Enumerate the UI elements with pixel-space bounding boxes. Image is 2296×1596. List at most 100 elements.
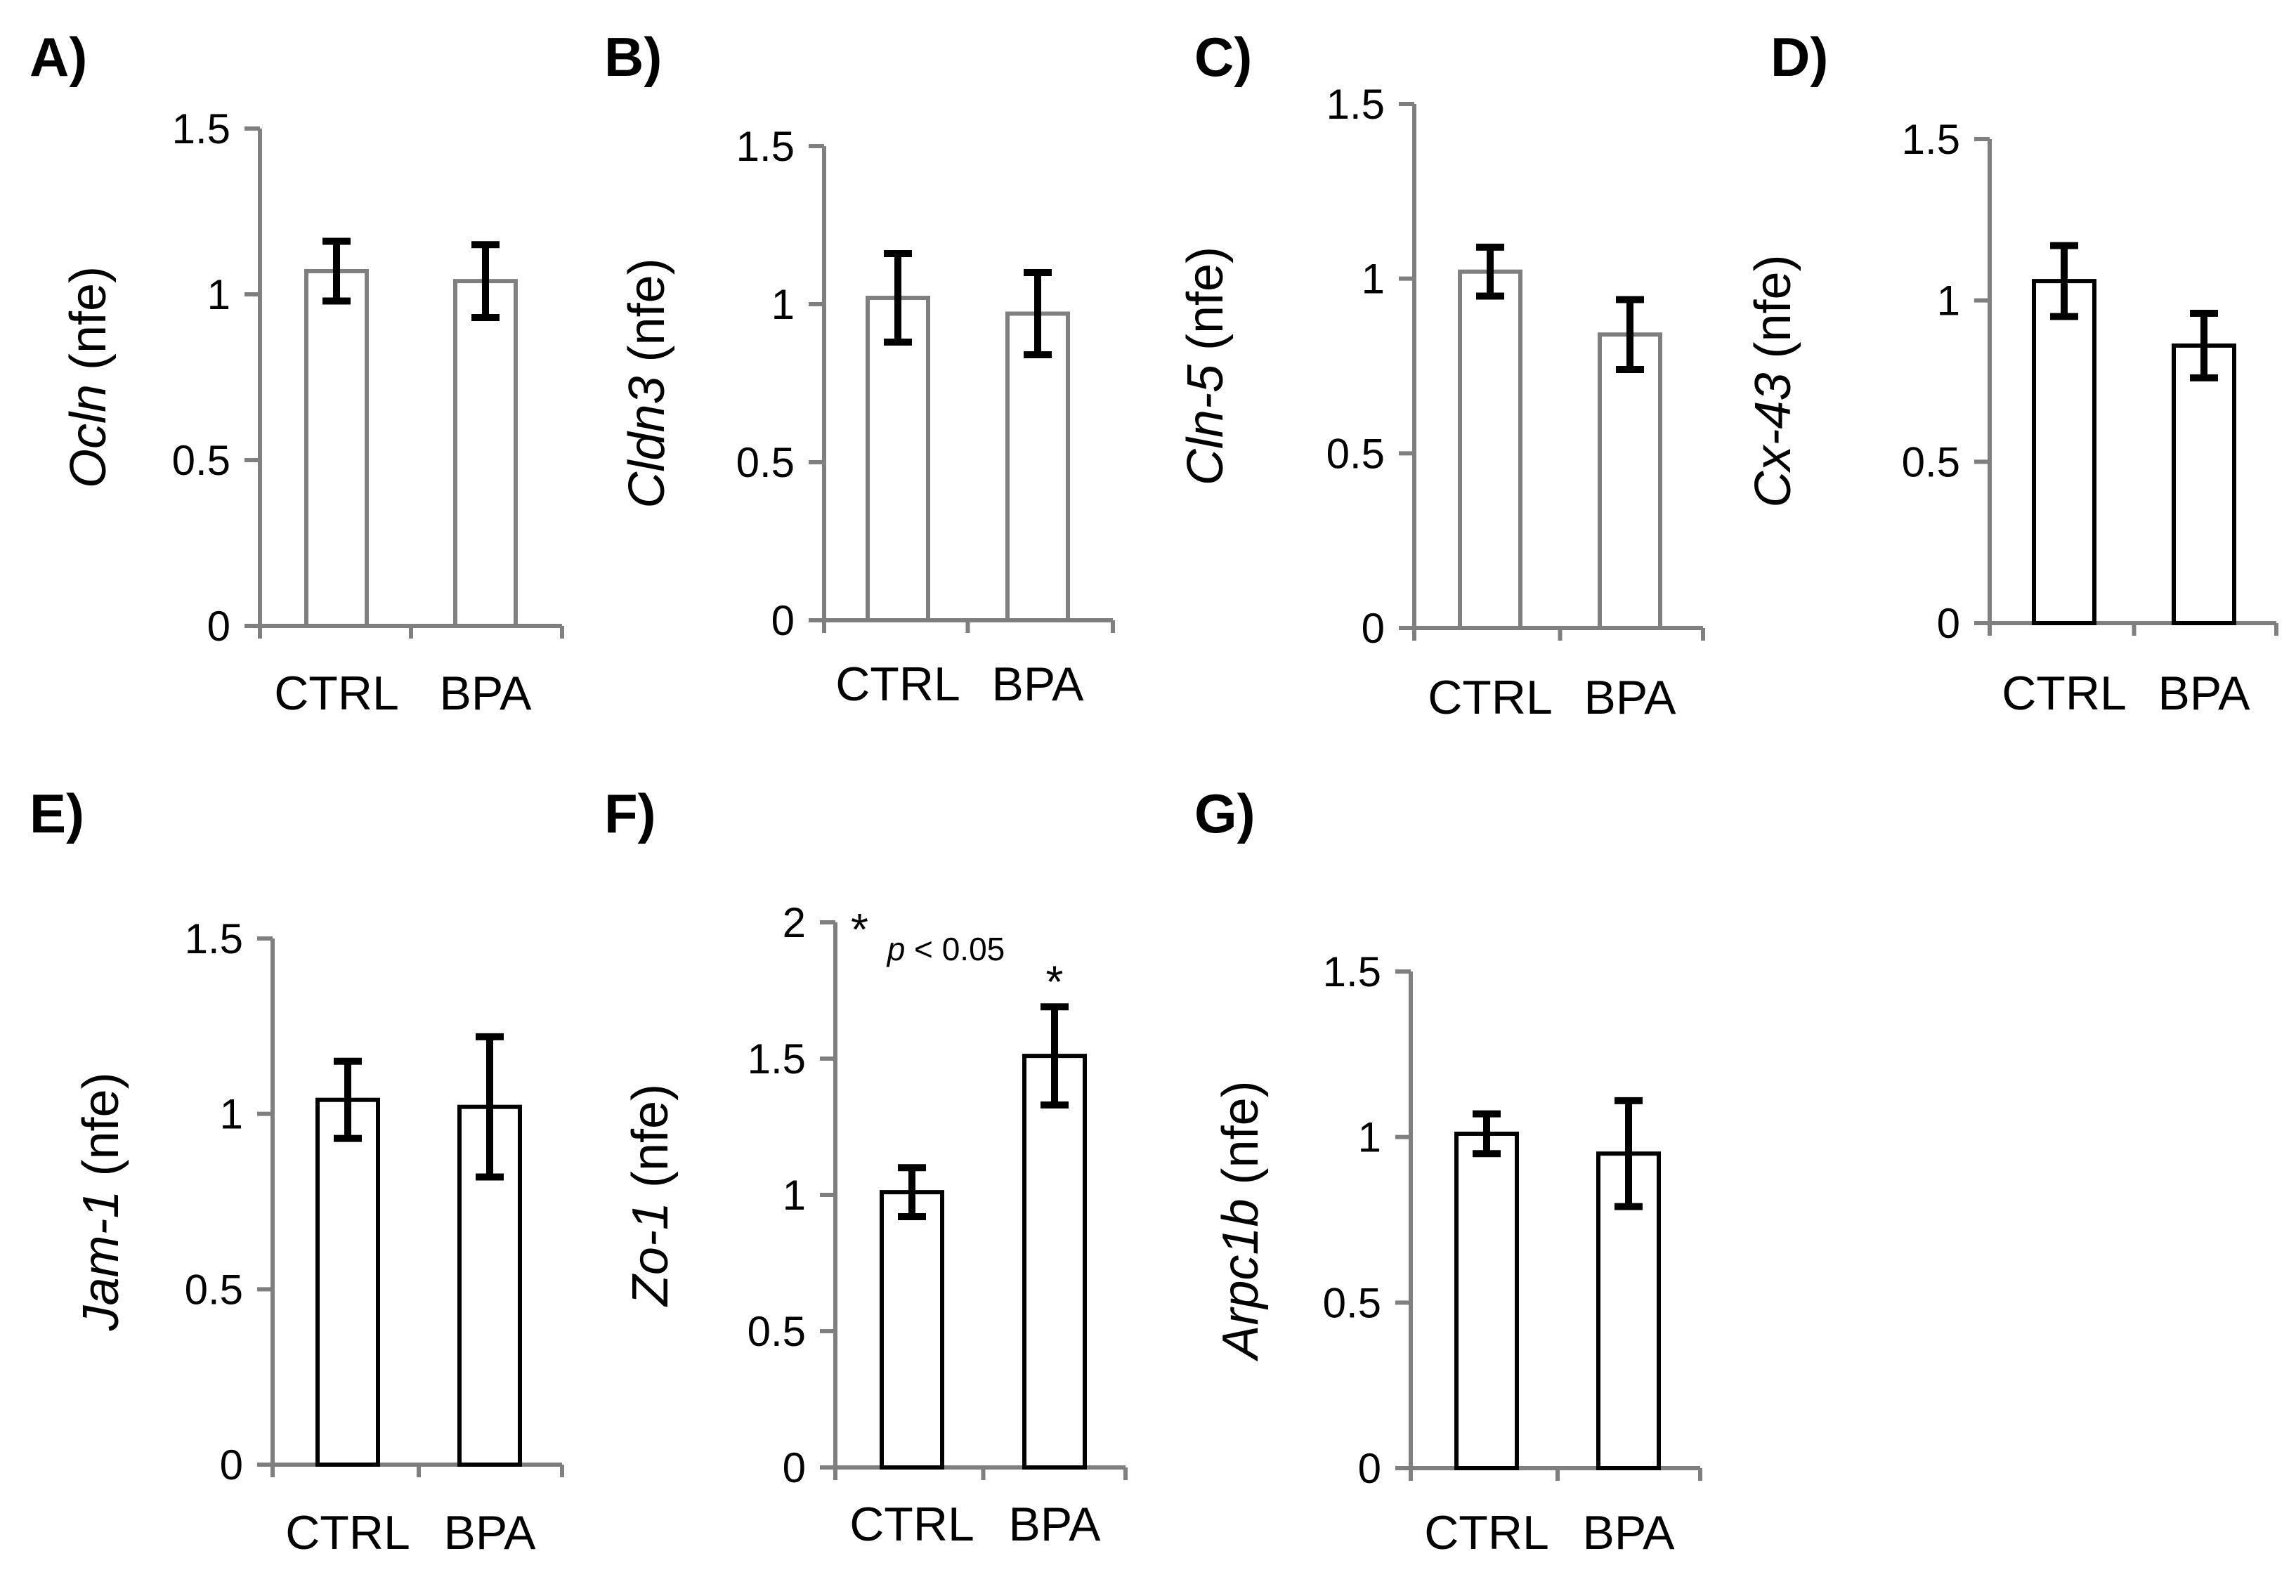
x-category-label: BPA [1582, 1506, 1675, 1559]
y-tick-label: 0 [1362, 605, 1385, 652]
y-axis-label-space [622, 1188, 679, 1202]
y-tick-label: 0 [771, 597, 795, 644]
y-axis-label-gene: Cldn3 [619, 376, 675, 508]
y-axis-label-gene: Cx-43 [1745, 373, 1801, 508]
bar [453, 279, 518, 628]
significance-star: * [1046, 956, 1064, 1007]
panel-label: D) [1770, 26, 1828, 88]
x-category-label: CTRL [2002, 667, 2127, 720]
y-tick-label: 1 [783, 1172, 806, 1219]
bar [880, 1190, 944, 1470]
significance-note-space [878, 931, 887, 967]
bar [315, 1097, 380, 1467]
y-tick-label: 0 [220, 1441, 243, 1489]
x-category-label: CTRL [1424, 1506, 1549, 1559]
bar [304, 268, 369, 628]
y-tick-label: 0.5 [736, 439, 795, 486]
y-tick-label: 1.5 [1323, 948, 1381, 995]
y-tick-label: 1 [771, 281, 795, 328]
chart-panel-g: G) 0 0.5 1 1.5 CTRL BPA Arpc1b (nfe) [1194, 783, 1702, 1559]
y-tick-label: 1.5 [1326, 81, 1385, 128]
y-axis-label-gene: Jam-1 [73, 1191, 129, 1332]
bar [1598, 332, 1662, 630]
x-category-label: CTRL [849, 1498, 974, 1551]
y-axis-label-unit: (nfe) [622, 1084, 679, 1188]
panel-label: E) [30, 783, 84, 844]
y-axis-label-unit: (nfe) [60, 266, 117, 370]
y-tick-label: 0.5 [1323, 1279, 1381, 1326]
x-category-label: BPA [2158, 667, 2250, 720]
x-category-label: CTRL [1428, 671, 1553, 724]
y-tick-label: 2 [783, 899, 806, 946]
y-tick-label: 1 [1362, 256, 1385, 303]
y-axis-label-gene: Zo-1 [622, 1202, 679, 1307]
y-axis-label: Cldn3 (nfe) [619, 258, 675, 508]
y-axis-label-gene: Ocln [60, 384, 117, 488]
x-category-label: BPA [1584, 671, 1676, 724]
y-tick-label: 0.5 [1902, 438, 1960, 485]
chart-panel-e: E) 0 0.5 1 1.5 CTRL BPA Jam-1 (nfe) [30, 783, 564, 1559]
y-axis-label-unit: (nfe) [1213, 1080, 1269, 1184]
y-tick-label: 0 [207, 603, 230, 650]
chart-panel-b: B) 0 0.5 1 1.5 CTRL BPA Cldn3 (nfe) [604, 26, 1115, 711]
y-axis-label: Arpc1b (nfe) [1213, 1080, 1269, 1361]
y-axis-label-space [1178, 351, 1234, 365]
x-category-label: BPA [991, 658, 1084, 711]
panel-label: G) [1194, 783, 1255, 844]
y-tick-label: 1.5 [748, 1035, 806, 1082]
y-axis-label: Jam-1 (nfe) [73, 1072, 129, 1331]
y-tick-label: 1 [207, 271, 230, 318]
y-axis-label: Cx-43 (nfe) [1745, 254, 1801, 507]
significance-note-text: < 0.05 [905, 931, 1005, 967]
y-axis-label-unit: (nfe) [1178, 247, 1234, 351]
panel-label: C) [1194, 26, 1252, 88]
y-tick-label: 0 [1358, 1445, 1381, 1492]
panel-label: F) [604, 783, 656, 844]
x-category-label: CTRL [274, 667, 399, 720]
y-axis-label-gene: Arpc1b [1213, 1198, 1269, 1361]
x-category-label: CTRL [285, 1506, 410, 1559]
bar [1458, 269, 1522, 630]
y-axis-label-gene: Cln-5 [1178, 364, 1234, 485]
y-tick-label: 1 [1358, 1114, 1381, 1161]
y-tick-label: 1.5 [185, 915, 243, 962]
significance-note-p: p [886, 931, 906, 967]
y-tick-label: 0.5 [748, 1308, 806, 1355]
y-axis-label: Ocln (nfe) [60, 266, 117, 488]
y-axis-label-unit: (nfe) [73, 1072, 129, 1176]
y-axis-label-space [1213, 1184, 1269, 1198]
y-tick-label: 0 [1937, 600, 1960, 647]
y-tick-label: 1.5 [736, 123, 795, 170]
panel-label: B) [604, 26, 662, 88]
bar [866, 296, 930, 622]
significance-note: * p < 0.05 [851, 904, 1005, 967]
y-tick-label: 1.5 [172, 105, 230, 152]
y-tick-label: 0.5 [185, 1266, 243, 1313]
y-tick-label: 0 [783, 1444, 806, 1491]
y-axis-label: Zo-1 (nfe) [622, 1084, 679, 1307]
bar [1005, 311, 1070, 622]
bar [1454, 1131, 1519, 1471]
significance-note-star: * [851, 904, 868, 955]
y-axis-label-unit: (nfe) [619, 258, 675, 362]
x-category-label: BPA [443, 1506, 536, 1559]
y-axis-label-space [619, 362, 675, 376]
bar [2172, 343, 2236, 625]
y-axis-label-space [1745, 358, 1801, 372]
x-category-label: BPA [1008, 1498, 1101, 1551]
panel-label: A) [30, 26, 87, 88]
chart-panel-a: A) 0 0.5 1 1.5 CTRL BPA Ocln (nfe) [30, 26, 564, 720]
y-tick-label: 1 [1937, 277, 1960, 325]
y-tick-label: 1 [220, 1091, 243, 1138]
y-tick-label: 0.5 [1326, 430, 1385, 477]
y-axis-label-unit: (nfe) [1745, 254, 1801, 358]
y-tick-label: 0.5 [172, 437, 230, 484]
x-category-label: CTRL [835, 658, 960, 711]
y-axis-label-space [60, 370, 117, 384]
y-axis-label-space [73, 1176, 129, 1190]
chart-panel-f: F) 0 0.5 1 1.5 2 CTRL BPA * Zo-1 (nfe) * p < 0.05 [604, 783, 1128, 1551]
chart-panel-d: D) 0 0.5 1 1.5 CTRL BPA Cx-43 (nfe) [1745, 26, 2278, 720]
bar [1022, 1054, 1087, 1470]
x-category-label: BPA [439, 667, 532, 720]
